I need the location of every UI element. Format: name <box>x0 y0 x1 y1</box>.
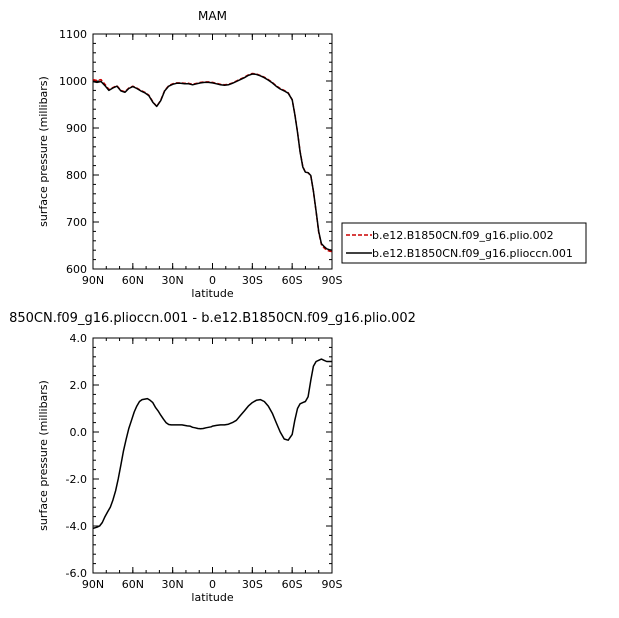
chart-1-x-tick-label: 60N <box>122 274 144 287</box>
chart-2-y-tick-label: 4.0 <box>70 332 88 345</box>
chart-1-y-tick-label: 1100 <box>59 28 87 41</box>
chart-2-x-axis-label: latitude <box>191 591 233 604</box>
chart-2-y-tick-label: 2.0 <box>70 379 88 392</box>
chart-1-legend-box <box>341 222 587 264</box>
chart-1-legend-label-2: b.e12.B1850CN.f09_g16.plioccn.001 <box>372 247 573 260</box>
chart-1-y-tick-label: 800 <box>66 169 87 182</box>
chart-1-y-tick-label: 600 <box>66 263 87 276</box>
chart-1-frame <box>92 33 333 270</box>
chart-2-x-tick-label: 60N <box>122 578 144 591</box>
chart-1-series-2-line <box>92 73 333 251</box>
chart-1-x-tick-label: 90N <box>82 274 104 287</box>
chart-1-title: MAM <box>198 9 227 23</box>
chart-2-y-tick-label: -2.0 <box>66 473 87 486</box>
chart-1-x-tick-label: 30S <box>242 274 263 287</box>
chart-1-y-tick-label: 700 <box>66 216 87 229</box>
chart-2-y-tick-label: -6.0 <box>66 567 87 580</box>
chart-2-x-tick-label: 90N <box>82 578 104 591</box>
chart-2-x-tick-label: 30S <box>242 578 263 591</box>
chart-2-y-axis-label: surface pressure (millibars) <box>37 380 50 531</box>
chart-1-y-tick-label: 900 <box>66 122 87 135</box>
chart-1-legend-label-1: b.e12.B1850CN.f09_g16.plio.002 <box>372 229 554 242</box>
chart-1-x-axis-label: latitude <box>191 287 233 300</box>
chart-1-y-axis-label: surface pressure (millibars) <box>37 76 50 227</box>
chart-1-series-1-line <box>92 72 333 253</box>
chart-2-y-tick-label: 0.0 <box>70 426 88 439</box>
chart-1-y-tick-label: 1000 <box>59 75 87 88</box>
chart-1-x-tick-label: 30N <box>162 274 184 287</box>
chart-1-x-tick-label: 0 <box>209 274 216 287</box>
chart-2-series-1-line <box>92 358 332 530</box>
chart-2-x-tick-label: 90S <box>322 578 343 591</box>
chart-2-title: 850CN.f09_g16.plioccn.001 - b.e12.B1850C… <box>9 311 416 326</box>
chart-2-y-tick-label: -4.0 <box>66 520 87 533</box>
chart-1-x-tick-label: 60S <box>282 274 303 287</box>
chart-2-x-tick-label: 60S <box>282 578 303 591</box>
chart-2-frame <box>92 337 333 574</box>
chart-1-x-tick-label: 90S <box>322 274 343 287</box>
chart-2-x-tick-label: 0 <box>209 578 216 591</box>
chart-2-x-tick-label: 30N <box>162 578 184 591</box>
